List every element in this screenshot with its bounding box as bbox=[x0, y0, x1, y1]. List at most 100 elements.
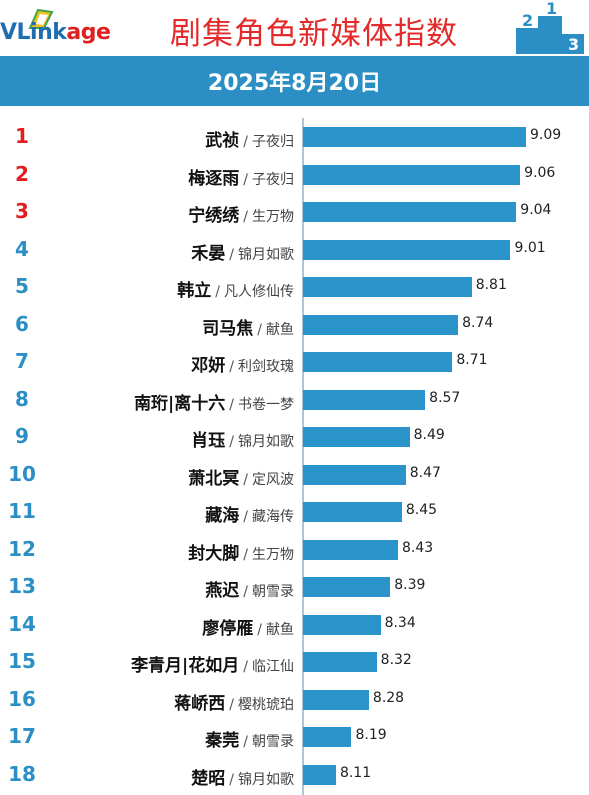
data-label: 8.49 bbox=[413, 427, 445, 443]
character-name: 藏海 bbox=[205, 506, 240, 526]
data-label: 9.06 bbox=[524, 164, 556, 181]
drama-title: 锦月如歌 bbox=[238, 246, 294, 263]
date-band: 2025年8月20日 bbox=[0, 56, 589, 106]
label-separator: / bbox=[229, 696, 234, 713]
character-name: 禾晏 bbox=[191, 243, 226, 264]
tick-label: 禾晏 / 锦月如歌 bbox=[191, 239, 294, 264]
character-name: 南珩|离十六 bbox=[134, 393, 226, 414]
rank-number: 12 bbox=[8, 536, 36, 561]
label-separator: / bbox=[257, 621, 262, 638]
drama-title: 凡人修仙传 bbox=[224, 284, 294, 300]
tick-label: 秦莞 / 朝雪录 bbox=[205, 726, 294, 751]
data-label: 8.74 bbox=[462, 314, 494, 331]
character-name: 蒋峤西 bbox=[174, 693, 226, 714]
ranking-row: 6 司马焦 / 献鱼 8.74 bbox=[0, 306, 589, 344]
drama-title: 献鱼 bbox=[266, 621, 294, 638]
drama-title: 生万物 bbox=[252, 209, 294, 225]
bar bbox=[303, 314, 459, 335]
data-label: 9.01 bbox=[514, 239, 546, 256]
ranking-row: 16 蒋峤西 / 樱桃琥珀 8.28 bbox=[0, 681, 589, 719]
data-label: 8.57 bbox=[429, 389, 461, 406]
tick-label: 藏海 / 藏海传 bbox=[205, 501, 294, 526]
ranking-row: 13 燕迟 / 朝雪录 8.39 bbox=[0, 568, 589, 606]
data-label: 8.39 bbox=[394, 577, 426, 593]
label-separator: / bbox=[243, 134, 248, 150]
bar bbox=[303, 539, 399, 560]
label-separator: / bbox=[243, 171, 248, 188]
drama-title: 锦月如歌 bbox=[238, 434, 294, 450]
bar bbox=[303, 764, 336, 785]
rank-number: 16 bbox=[8, 686, 36, 711]
tick-label: 廖停雁 / 献鱼 bbox=[202, 614, 294, 639]
tick-label: 楚昭 / 锦月如歌 bbox=[191, 764, 294, 789]
svg-text:1: 1 bbox=[546, 2, 557, 18]
chart-date: 2025年8月20日 bbox=[207, 71, 382, 96]
tick-label: 蒋峤西 / 樱桃琥珀 bbox=[174, 689, 294, 714]
label-separator: / bbox=[215, 284, 220, 300]
character-name: 肖珏 bbox=[191, 431, 226, 451]
character-name: 武祯 bbox=[205, 131, 240, 151]
ranking-row: 8 南珩|离十六 / 书卷一梦 8.57 bbox=[0, 381, 589, 419]
ranking-row: 5 韩立 / 凡人修仙传 8.81 bbox=[0, 268, 589, 306]
rank-number: 9 bbox=[15, 424, 29, 448]
rank-number: 5 bbox=[15, 274, 29, 298]
tick-label: 邓妍 / 利剑玫瑰 bbox=[191, 351, 294, 376]
character-name: 萧北冥 bbox=[188, 468, 240, 489]
bar bbox=[303, 164, 521, 185]
bar bbox=[303, 727, 352, 747]
rank-number: 13 bbox=[8, 574, 36, 598]
label-separator: / bbox=[243, 584, 248, 600]
character-name: 司马焦 bbox=[202, 318, 254, 339]
rank-number: 4 bbox=[15, 236, 29, 261]
rank-number: 17 bbox=[8, 724, 36, 748]
ranking-row: 2 梅逐雨 / 子夜归 9.06 bbox=[0, 156, 589, 194]
ranking-row: 10 萧北冥 / 定风波 8.47 bbox=[0, 456, 589, 494]
label-separator: / bbox=[229, 771, 234, 788]
bar bbox=[303, 614, 381, 635]
bar bbox=[303, 502, 402, 522]
character-name: 韩立 bbox=[177, 281, 212, 301]
logo-text-accent: age bbox=[66, 20, 111, 45]
drama-title: 樱桃琥珀 bbox=[238, 696, 294, 713]
data-label: 8.32 bbox=[380, 652, 412, 668]
rank-number: 6 bbox=[15, 311, 29, 336]
bar bbox=[303, 427, 410, 447]
tick-label: 萧北冥 / 定风波 bbox=[188, 464, 294, 489]
label-separator: / bbox=[229, 434, 234, 450]
drama-title: 朝雪录 bbox=[252, 734, 294, 750]
header: VLinkage 剧集角色新媒体指数 2 1 3 bbox=[0, 0, 589, 55]
character-name: 秦莞 bbox=[205, 731, 240, 751]
character-name: 梅逐雨 bbox=[188, 168, 240, 189]
tick-label: 梅逐雨 / 子夜归 bbox=[188, 164, 294, 189]
tick-label: 燕迟 / 朝雪录 bbox=[205, 576, 294, 601]
rank-number: 2 bbox=[15, 161, 29, 186]
data-label: 8.43 bbox=[402, 539, 434, 556]
drama-title: 子夜归 bbox=[252, 171, 294, 188]
data-label: 8.28 bbox=[372, 689, 405, 706]
character-name: 楚昭 bbox=[191, 768, 226, 789]
bar bbox=[303, 127, 526, 147]
data-label: 8.45 bbox=[405, 502, 438, 518]
drama-title: 锦月如歌 bbox=[238, 771, 294, 788]
tick-label: 韩立 / 凡人修仙传 bbox=[177, 276, 294, 301]
rank-number: 1 bbox=[15, 124, 29, 148]
data-label: 8.47 bbox=[409, 464, 441, 481]
bar bbox=[303, 202, 517, 222]
ranking-row: 1 武祯 / 子夜归 9.09 bbox=[0, 118, 589, 156]
label-separator: / bbox=[243, 734, 248, 750]
drama-title: 子夜归 bbox=[252, 134, 294, 150]
ranking-row: 4 禾晏 / 锦月如歌 9.01 bbox=[0, 231, 589, 269]
bar bbox=[303, 464, 406, 485]
ranking-row: 12 封大脚 / 生万物 8.43 bbox=[0, 531, 589, 569]
rank-number: 15 bbox=[8, 649, 36, 673]
rank-number: 11 bbox=[8, 499, 36, 523]
bar-axis-line bbox=[302, 118, 304, 795]
tick-label: 南珩|离十六 / 书卷一梦 bbox=[134, 389, 294, 414]
data-label: 8.71 bbox=[456, 352, 488, 368]
data-label: 8.11 bbox=[339, 764, 372, 781]
drama-title: 生万物 bbox=[252, 546, 294, 563]
rank-number: 8 bbox=[15, 386, 29, 411]
drama-title: 献鱼 bbox=[266, 321, 294, 338]
rank-number: 10 bbox=[8, 461, 36, 486]
bar bbox=[303, 652, 377, 672]
